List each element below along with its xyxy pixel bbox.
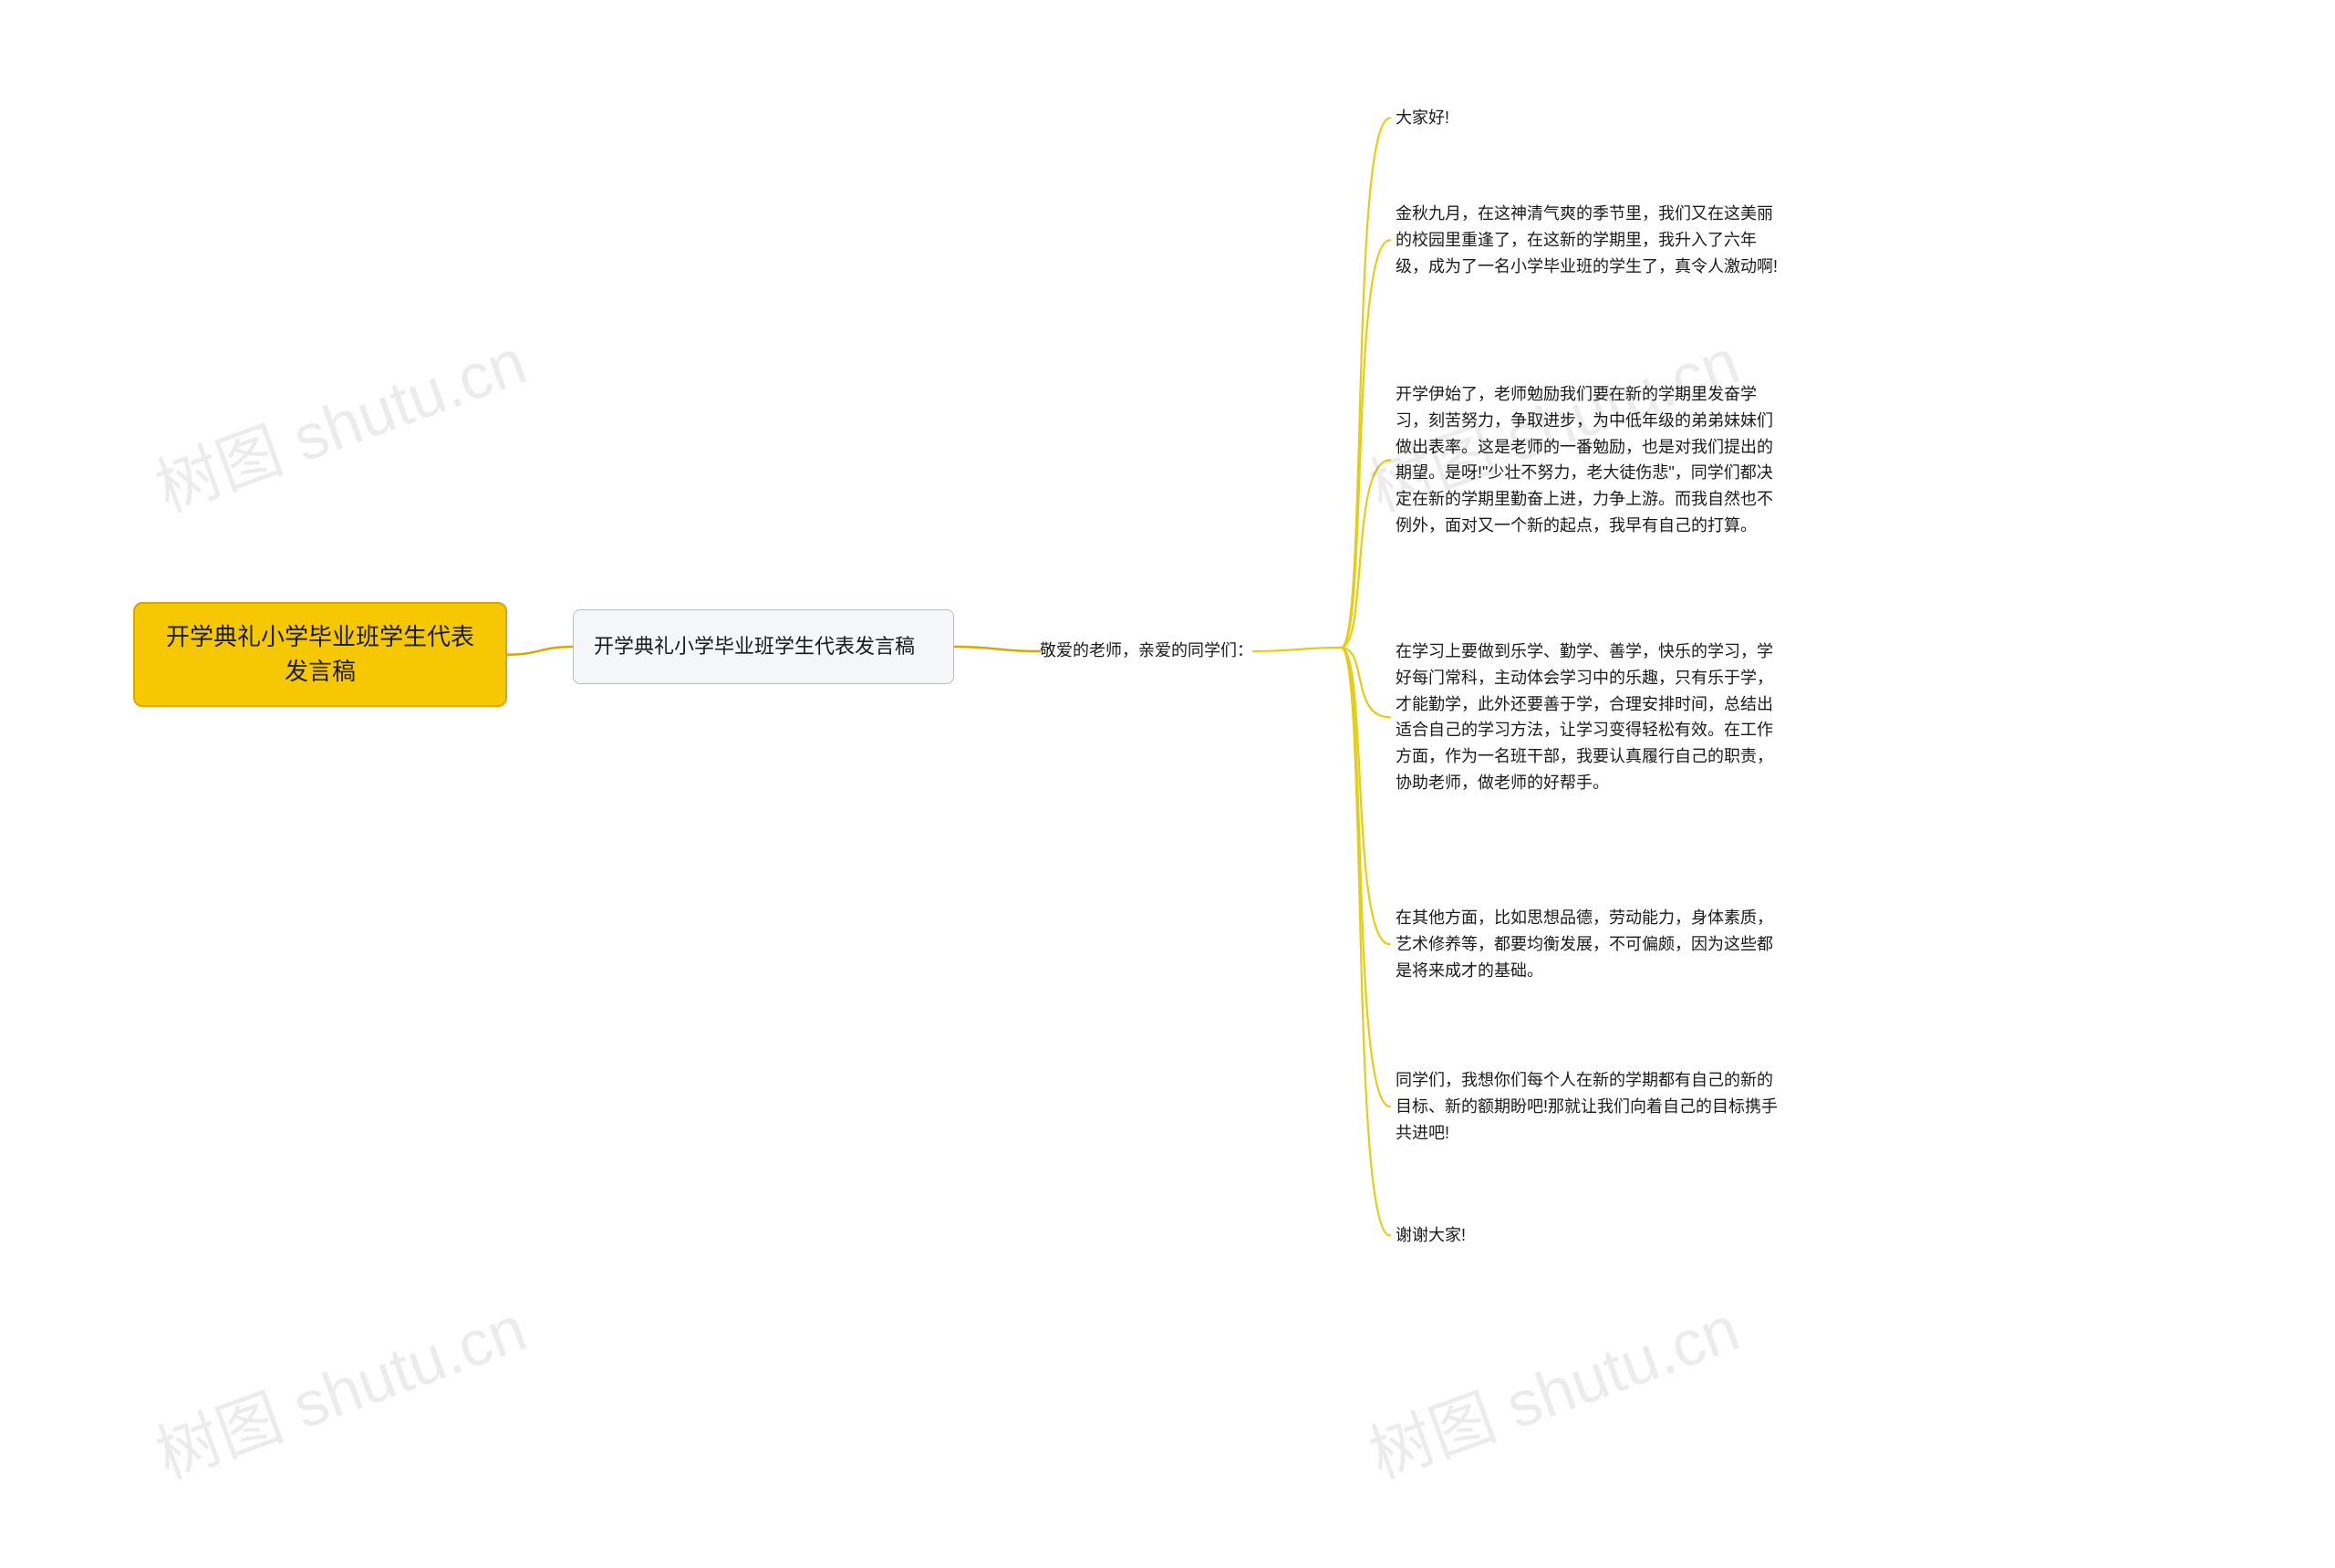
branch-text: 开学典礼小学毕业班学生代表发言稿 xyxy=(594,632,915,661)
root-text: 开学典礼小学毕业班学生代表 发言稿 xyxy=(166,620,474,689)
leaf-text: 在学习上要做到乐学、勤学、善学，快乐的学习，学好每门常科，主动体会学习中的乐趣，… xyxy=(1396,639,1779,796)
plain-text: 敬爱的老师，亲爱的同学们： xyxy=(1040,639,1253,664)
root-node[interactable]: 开学典礼小学毕业班学生代表 发言稿 xyxy=(133,602,507,707)
leaf-node-5[interactable]: 同学们，我想你们每个人在新的学期都有自己的新的目标、新的额期盼吧!那就让我们向着… xyxy=(1396,1067,1779,1146)
leaf-node-4[interactable]: 在其他方面，比如思想品德，劳动能力，身体素质，艺术修养等，都要均衡发展，不可偏颇… xyxy=(1396,905,1779,983)
leaf-text: 在其他方面，比如思想品德，劳动能力，身体素质，艺术修养等，都要均衡发展，不可偏颇… xyxy=(1396,905,1779,983)
mindmap-canvas: 开学典礼小学毕业班学生代表 发言稿 开学典礼小学毕业班学生代表发言稿 敬爱的老师… xyxy=(0,0,2335,1568)
watermark: 树图 shutu.cn xyxy=(141,1278,536,1497)
leaf-node-1[interactable]: 金秋九月，在这神清气爽的季节里，我们又在这美丽的校园里重逢了，在这新的学期里，我… xyxy=(1396,201,1779,279)
branch-node-1[interactable]: 开学典礼小学毕业班学生代表发言稿 xyxy=(573,609,954,684)
leaf-text: 金秋九月，在这神清气爽的季节里，我们又在这美丽的校园里重逢了，在这新的学期里，我… xyxy=(1396,201,1779,279)
connector-layer xyxy=(0,0,2335,1568)
leaf-node-6[interactable]: 谢谢大家! xyxy=(1396,1222,1466,1249)
leaf-node-0[interactable]: 大家好! xyxy=(1396,105,1449,131)
leaf-node-3[interactable]: 在学习上要做到乐学、勤学、善学，快乐的学习，学好每门常科，主动体会学习中的乐趣，… xyxy=(1396,639,1779,796)
leaf-text: 谢谢大家! xyxy=(1396,1222,1466,1249)
leaf-text: 大家好! xyxy=(1396,105,1449,131)
watermark: 树图 shutu.cn xyxy=(1354,1278,1749,1497)
leaf-text: 同学们，我想你们每个人在新的学期都有自己的新的目标、新的额期盼吧!那就让我们向着… xyxy=(1396,1067,1779,1146)
watermark: 树图 shutu.cn xyxy=(141,311,536,530)
plain-node-2[interactable]: 敬爱的老师，亲爱的同学们： xyxy=(1040,639,1253,664)
